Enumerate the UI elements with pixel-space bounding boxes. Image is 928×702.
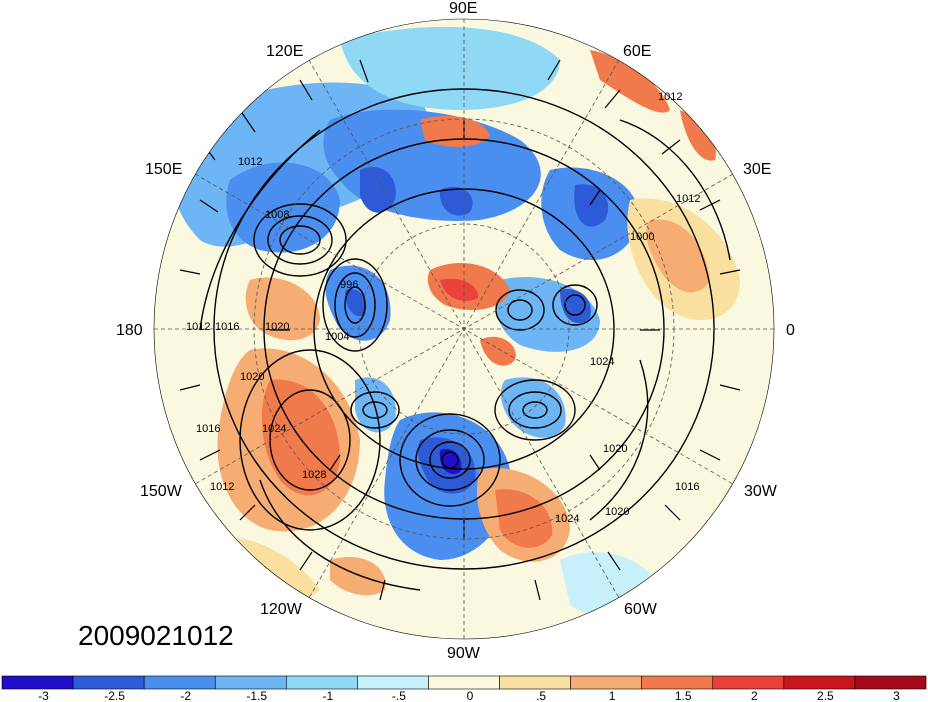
polar-stereographic-map: 1012 1012 1000 1012 1008 1012 1016 1020 … [116,0,795,662]
contour-label: 1020 [240,371,264,383]
contour-labels: 1012 1012 1000 1012 1008 1012 1016 1020 … [186,91,700,525]
colorbar-swatch [499,675,571,690]
contour-label: 1020 [605,506,629,518]
contour-label: 1016 [215,321,239,333]
lon-label-30e: 30E [743,161,771,178]
date-stamp: 2009021012 [78,620,234,651]
contour-label: 1024 [590,356,614,368]
anomaly-shading [169,26,740,617]
colorbar-tick-label: -3 [38,689,49,702]
lon-label-150w: 150W [140,483,183,500]
lon-label-120w: 120W [260,601,303,618]
contour-label: 1028 [302,469,326,481]
contour-label: 1024 [555,513,579,525]
contour-label: 1016 [196,423,220,435]
lon-label-180: 180 [116,322,143,339]
wind-barbs [179,59,741,601]
colorbar-swatch [143,675,216,690]
colorbar-tick-label: 0 [467,689,474,702]
colorbar-swatch [854,675,927,690]
lon-label-120e: 120E [266,43,303,60]
colorbar-swatch [1,675,74,690]
longitude-labels: 90E 60E 120E 150E 30E 180 0 150W 30W 120… [116,0,795,662]
colorbar-swatch [428,675,500,690]
colorbar-tick-label: -1 [323,689,334,702]
contour-label: 1000 [630,231,654,243]
lon-label-60w: 60W [624,601,658,618]
colorbar-tick-label: 2 [751,689,758,702]
contour-label: 1012 [186,321,210,333]
contour-label: 996 [340,279,358,291]
colorbar-swatch [286,675,358,690]
map-border [153,18,775,640]
lon-label-30w: 30W [744,483,778,500]
colorbar-tick-label: 1 [609,689,616,702]
colorbar-tick-label: -2.5 [104,689,125,702]
contour-label: 1012 [238,156,262,168]
colorbar-swatch [712,675,785,690]
colorbar-swatch [72,675,145,690]
contour-label: 1012 [658,91,682,103]
contour-label: 1004 [325,331,349,343]
colorbar: -3 -2.5 -2 -1.5 -1 -.5 0 .5 1 1.5 2 2.5 3 [1,675,927,702]
colorbar-tick-label: .5 [536,689,546,702]
colorbar-tick-label: -1.5 [246,689,267,702]
colorbar-swatch [214,675,287,690]
colorbar-tick-label: -.5 [392,689,406,702]
contour-label: 1020 [603,443,627,455]
contour-label: 1024 [262,423,286,435]
colorbar-tick-label: 3 [893,689,900,702]
contour-label: 1012 [676,193,700,205]
contour-label: 1012 [210,481,234,493]
contour-label: 1020 [265,321,289,333]
colorbar-swatch [357,675,429,690]
colorbar-tick-label: -2 [180,689,191,702]
colorbar-swatch [570,675,642,690]
graticule [154,19,774,639]
colorbar-swatch [641,675,714,690]
contour-label: 1008 [265,209,289,221]
lon-label-150e: 150E [145,161,182,178]
lon-label-0: 0 [786,322,795,339]
lon-label-60e: 60E [623,43,651,60]
colorbar-tick-label: 2.5 [817,689,834,702]
lon-label-90e: 90E [449,0,477,17]
colorbar-swatch [783,675,856,690]
colorbar-tick-label: 1.5 [675,689,692,702]
map-disc [154,19,774,639]
contour-label: 1016 [675,481,699,493]
lon-label-90w: 90W [447,645,481,662]
